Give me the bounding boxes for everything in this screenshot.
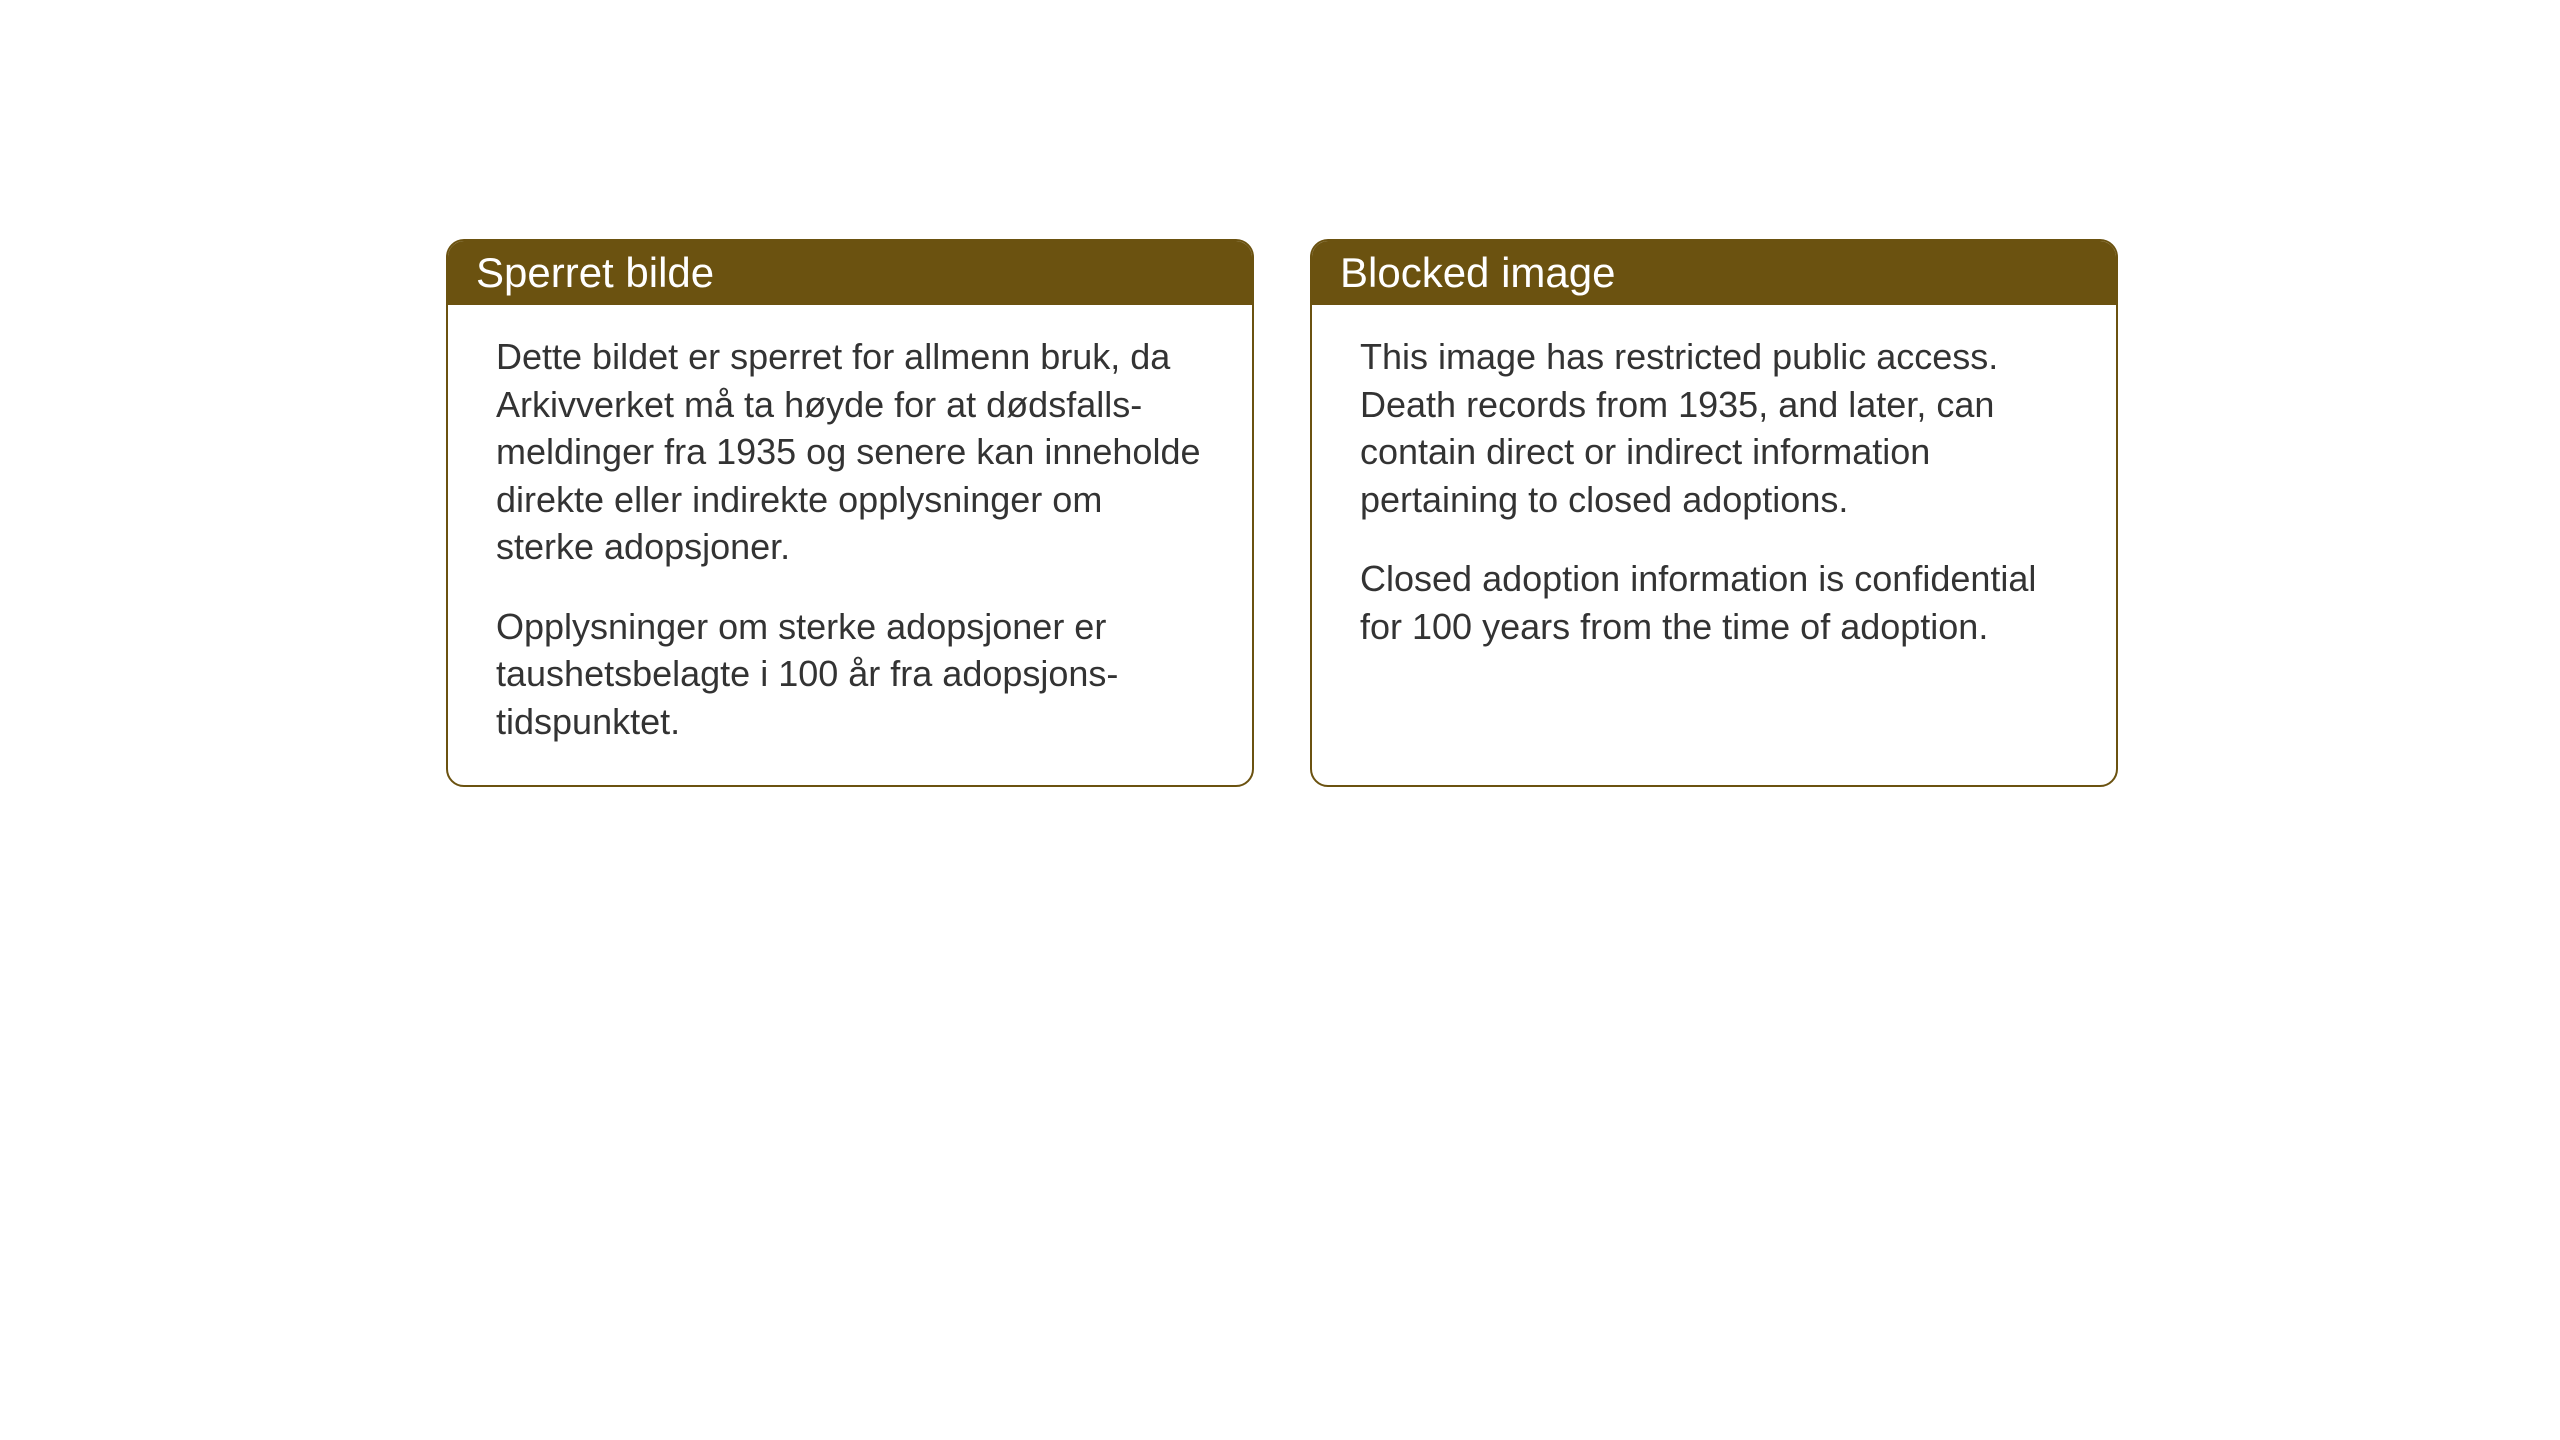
card-norwegian-title: Sperret bilde [476, 249, 714, 296]
card-norwegian-paragraph-1: Dette bildet er sperret for allmenn bruk… [496, 333, 1204, 571]
card-norwegian: Sperret bilde Dette bildet er sperret fo… [446, 239, 1254, 787]
cards-container: Sperret bilde Dette bildet er sperret fo… [446, 239, 2118, 787]
card-english-title: Blocked image [1340, 249, 1615, 296]
card-norwegian-paragraph-2: Opplysninger om sterke adopsjoner er tau… [496, 603, 1204, 746]
card-english-paragraph-2: Closed adoption information is confident… [1360, 555, 2068, 650]
card-english-paragraph-1: This image has restricted public access.… [1360, 333, 2068, 523]
card-norwegian-body: Dette bildet er sperret for allmenn bruk… [448, 305, 1252, 785]
card-norwegian-header: Sperret bilde [448, 241, 1252, 305]
card-english: Blocked image This image has restricted … [1310, 239, 2118, 787]
card-english-header: Blocked image [1312, 241, 2116, 305]
card-english-body: This image has restricted public access.… [1312, 305, 2116, 690]
